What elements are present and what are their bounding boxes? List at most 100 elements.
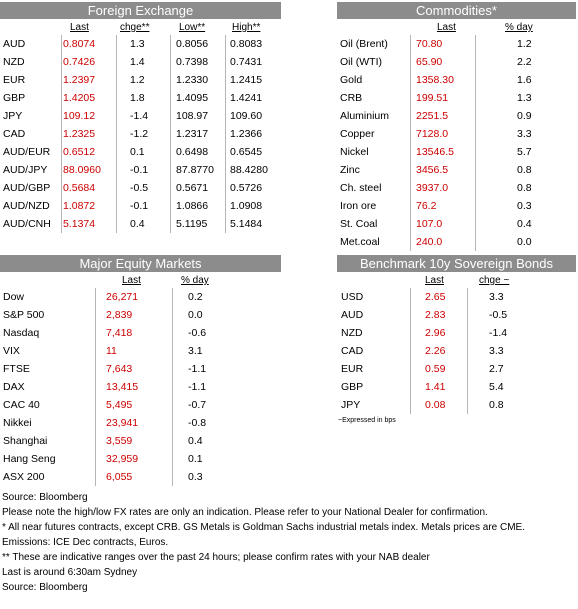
column-divider — [95, 288, 96, 306]
last-value: 13,415 — [106, 381, 139, 393]
low-value: 1.4095 — [176, 92, 209, 104]
column-divider — [410, 288, 411, 306]
equity-col-headers: Last % day — [0, 272, 281, 288]
table-row: AUD/JPY 88.0960 -0.1 87.8770 88.4280 — [0, 161, 281, 179]
last-value: 7,643 — [106, 363, 133, 375]
commodities-title: Commodities* — [416, 3, 497, 18]
last-value: 7,418 — [106, 327, 133, 339]
fx-title: Foreign Exchange — [87, 3, 194, 18]
chge-value: -1.4 — [489, 327, 508, 339]
last-value: 1.0872 — [63, 200, 96, 212]
high-value: 109.60 — [230, 110, 263, 122]
column-divider — [467, 396, 468, 414]
last-value: 23,941 — [106, 417, 139, 429]
index-label: Hang Seng — [3, 453, 56, 465]
last-value: 13546.5 — [416, 146, 454, 158]
currency-label: EUR — [3, 74, 26, 86]
commodity-label: Ch. steel — [340, 182, 382, 194]
table-row: DAX 13,415 -1.1 — [0, 378, 281, 396]
low-value: 1.0866 — [176, 200, 209, 212]
column-divider — [116, 89, 117, 107]
column-divider — [95, 450, 96, 468]
chge-value: 0.8 — [489, 399, 504, 411]
column-divider — [467, 324, 468, 342]
commodity-label: Aluminium — [340, 110, 390, 122]
column-divider — [172, 396, 173, 414]
column-divider — [410, 71, 411, 89]
currency-label: CAD — [3, 128, 26, 140]
column-divider — [61, 107, 62, 125]
column-divider — [410, 53, 411, 71]
table-row: CAD 1.2325 -1.2 1.2317 1.2366 — [0, 125, 281, 143]
pct-day-value: -1.1 — [188, 381, 207, 393]
low-value: 87.8770 — [176, 164, 214, 176]
last-value: 7128.0 — [416, 128, 449, 140]
table-row: Met.coal 240.0 0.0 — [337, 233, 576, 251]
table-row: AUD/NZD 1.0872 -0.1 1.0866 1.0908 — [0, 197, 281, 215]
table-row: Nickel 13546.5 5.7 — [337, 143, 576, 161]
commodity-label: St. Coal — [340, 218, 378, 230]
table-row: Ch. steel 3937.0 0.8 — [337, 179, 576, 197]
high-value: 1.2415 — [230, 74, 263, 86]
column-divider — [172, 360, 173, 378]
column-divider — [170, 197, 171, 215]
bonds-footnote: ~Expressed in bps — [338, 417, 396, 424]
pct-day-value: 1.3 — [517, 92, 532, 104]
table-row: ASX 200 6,055 0.3 — [0, 468, 281, 486]
column-divider — [172, 468, 173, 486]
bonds-panel: Benchmark 10y Sovereign Bonds Last chge … — [337, 255, 576, 424]
table-row: NZD 0.7426 1.4 0.7398 0.7431 — [0, 53, 281, 71]
equity-col-last: Last — [122, 275, 141, 286]
note-line: ** These are indicative ranges over the … — [2, 552, 430, 563]
table-row: NZD 2.96 -1.4 — [337, 324, 576, 342]
column-divider — [225, 53, 226, 71]
commodity-label: Iron ore — [340, 200, 377, 212]
column-divider — [61, 71, 62, 89]
bond-label: AUD — [341, 309, 364, 321]
last-value: 1358.30 — [416, 74, 454, 86]
bonds-header: Benchmark 10y Sovereign Bonds — [337, 255, 576, 272]
table-row: AUD/GBP 0.5684 -0.5 0.5671 0.5726 — [0, 179, 281, 197]
column-divider — [95, 414, 96, 432]
column-divider — [61, 161, 62, 179]
column-divider — [61, 89, 62, 107]
last-value: 5,495 — [106, 399, 133, 411]
note-line: * All near futures contracts, except CRB… — [2, 522, 525, 533]
column-divider — [475, 233, 476, 251]
column-divider — [475, 71, 476, 89]
column-divider — [116, 161, 117, 179]
table-row: GBP 1.41 5.4 — [337, 378, 576, 396]
column-divider — [410, 306, 411, 324]
column-divider — [225, 125, 226, 143]
commodity-label: Gold — [340, 74, 363, 86]
index-label: Nikkei — [3, 417, 32, 429]
column-divider — [225, 89, 226, 107]
column-divider — [410, 233, 411, 251]
last-value: 1.2397 — [63, 74, 96, 86]
change-value: 1.4 — [130, 56, 145, 68]
column-divider — [95, 306, 96, 324]
commodity-label: Met.coal — [340, 236, 380, 248]
low-value: 1.2317 — [176, 128, 209, 140]
commodity-label: Oil (WTI) — [340, 56, 382, 68]
last-value: 0.5684 — [63, 182, 96, 194]
pct-day-value: 1.6 — [517, 74, 532, 86]
low-value: 0.6498 — [176, 146, 209, 158]
pct-day-value: -0.7 — [188, 399, 207, 411]
bonds-col-last: Last — [425, 275, 444, 286]
low-value: 108.97 — [176, 110, 209, 122]
last-value: 3456.5 — [416, 164, 449, 176]
last-value: 32,959 — [106, 453, 139, 465]
table-row: EUR 1.2397 1.2 1.2330 1.2415 — [0, 71, 281, 89]
change-value: -0.1 — [130, 200, 149, 212]
pct-day-value: -0.8 — [188, 417, 207, 429]
note-line: Please note the high/low FX rates are on… — [2, 507, 488, 518]
column-divider — [170, 35, 171, 53]
table-row: GBP 1.4205 1.8 1.4095 1.4241 — [0, 89, 281, 107]
column-divider — [61, 179, 62, 197]
column-divider — [475, 53, 476, 71]
column-divider — [170, 179, 171, 197]
equity-title: Major Equity Markets — [79, 256, 202, 271]
column-divider — [116, 107, 117, 125]
change-value: -0.1 — [130, 164, 149, 176]
